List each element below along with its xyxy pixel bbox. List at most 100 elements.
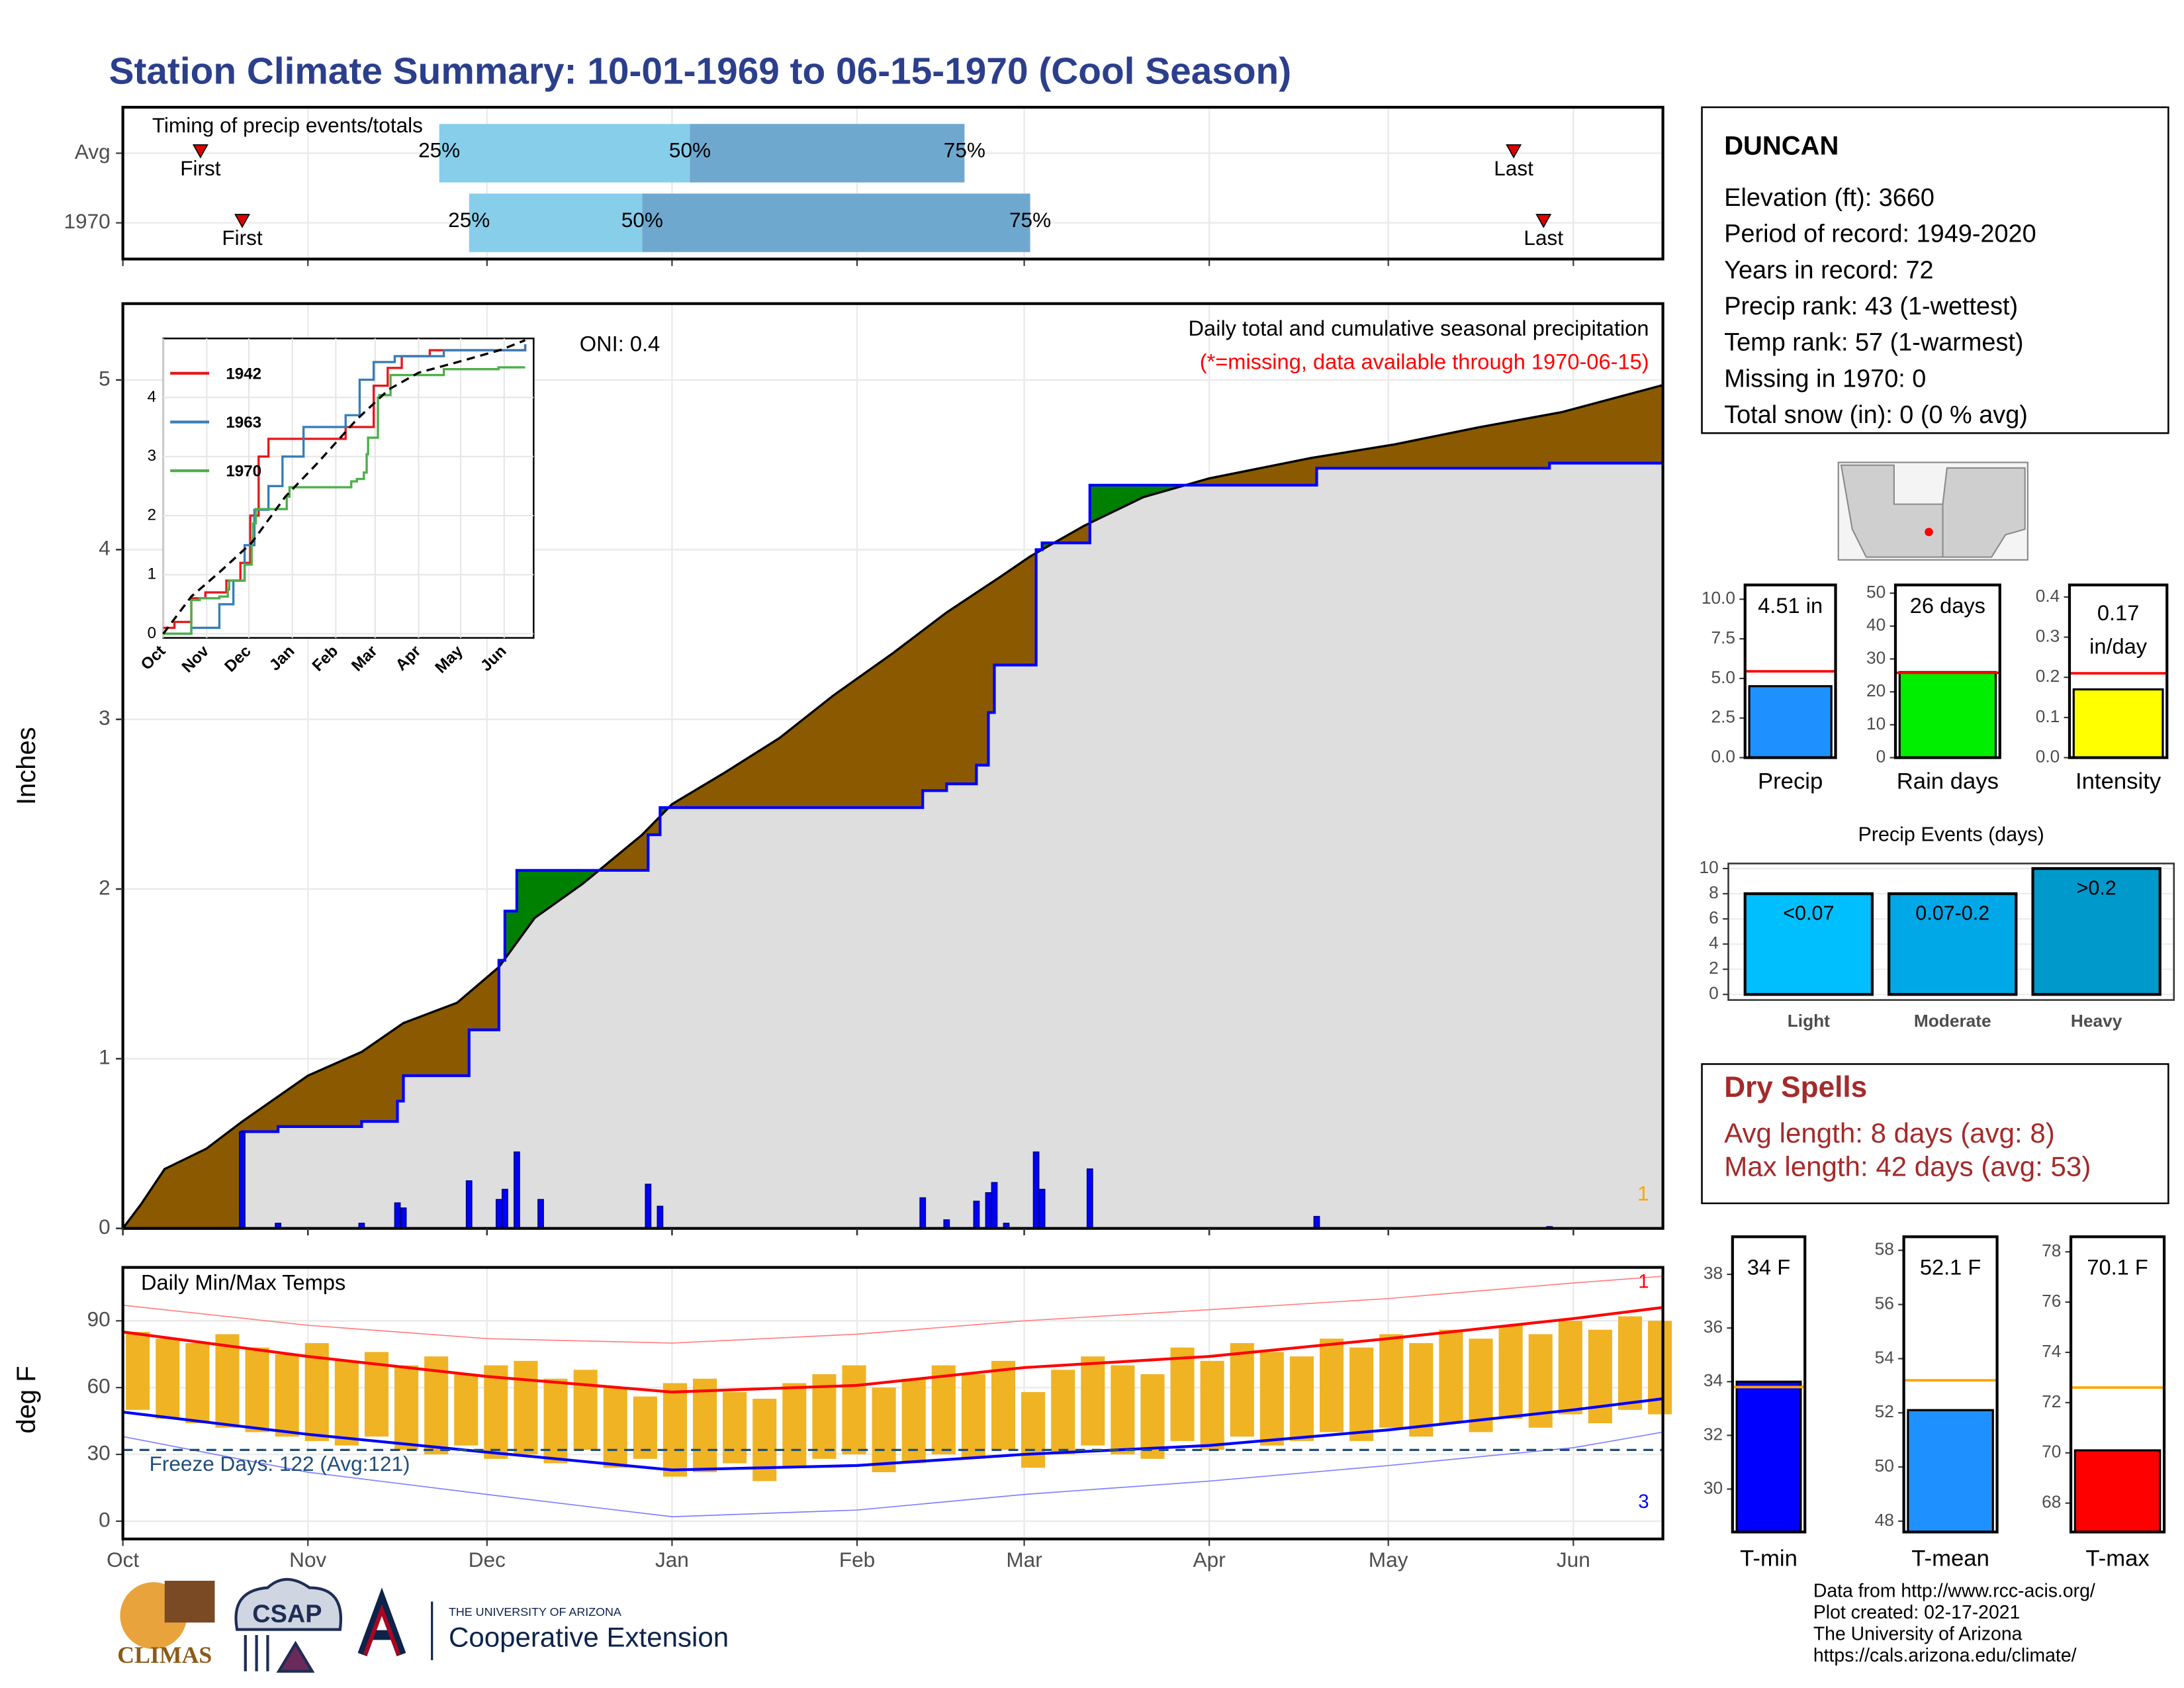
- temp-range-bar: [245, 1347, 269, 1432]
- mini-frame: [2069, 1235, 2166, 1534]
- credit-line: Plot created: 02-17-2021: [1813, 1602, 2021, 1623]
- temp-range-bar: [126, 1332, 150, 1410]
- daily-bar: [991, 1182, 998, 1229]
- daily-bar: [400, 1207, 407, 1229]
- avg-min-line: [122, 1397, 1663, 1472]
- timeline-title: Timing of precip events/totals: [152, 113, 423, 137]
- oni-label: ONI: 0.4: [580, 331, 660, 355]
- x-tick-label: Oct: [107, 1548, 139, 1571]
- y-tick-label: 36: [1704, 1317, 1723, 1336]
- temp-range-bar: [1558, 1321, 1582, 1415]
- csap-cloud: [234, 1577, 342, 1631]
- timing-early: [439, 124, 690, 183]
- y-tick-label: 50: [1875, 1456, 1894, 1476]
- daily-bar: [1313, 1215, 1320, 1229]
- temp-range-bar: [872, 1387, 896, 1472]
- y-tick-label: 0.3: [2036, 626, 2060, 645]
- y-axis-label: deg F: [12, 1366, 41, 1433]
- timing-late: [690, 124, 965, 183]
- info-line: Temp rank: 57 (1-warmest): [1724, 329, 2023, 357]
- temp-range-bar: [156, 1338, 180, 1419]
- info-line: Precip rank: 43 (1-wettest): [1724, 293, 2018, 320]
- temp-range-bar: [454, 1374, 478, 1446]
- daily-bar: [657, 1205, 664, 1229]
- temp-range-bar: [1617, 1316, 1643, 1410]
- threshold-label: >0.2: [2077, 877, 2116, 900]
- y-tick-label: 10: [1866, 714, 1886, 733]
- inset-y-tick-label: 3: [148, 447, 156, 465]
- daily-bar: [1038, 1188, 1046, 1229]
- category-label: T-max: [2085, 1546, 2149, 1571]
- dry-spell-line: Max length: 42 days (avg: 53): [1724, 1150, 2091, 1182]
- temp-range-bar: [991, 1360, 1016, 1450]
- x-tick-label: Dec: [469, 1548, 506, 1571]
- y-tick-label: 2: [1709, 958, 1719, 978]
- dry-spells-box: [1701, 1063, 2169, 1205]
- value-label: 52.1 F: [1920, 1254, 1981, 1279]
- timing-early: [469, 193, 643, 252]
- temp-range-bar: [1289, 1356, 1314, 1441]
- info-line: Missing in 1970: 0: [1724, 365, 1926, 393]
- map-states: [1840, 464, 2026, 558]
- chart-title: Daily total and cumulative seasonal prec…: [1189, 316, 1649, 340]
- percent-label: 50%: [669, 138, 711, 162]
- timing-late: [642, 193, 1030, 252]
- x-tick-label: Moderate: [1914, 1011, 1991, 1031]
- category-label: T-mean: [1911, 1546, 1989, 1571]
- temp-range-bar: [812, 1374, 837, 1459]
- daily-bar: [239, 1131, 246, 1229]
- temp-range-bar: [1230, 1342, 1254, 1437]
- credit-line: Data from http://www.rcc-acis.org/: [1813, 1580, 2095, 1601]
- y-tick-label: 58: [1875, 1239, 1894, 1259]
- y-tick-label: 1: [99, 1045, 111, 1069]
- inset-y-tick-label: 2: [148, 506, 156, 524]
- daily-bar: [645, 1184, 652, 1229]
- percent-label: 75%: [1009, 208, 1051, 232]
- temp-range-bar: [1379, 1334, 1404, 1428]
- temp-range-bar: [603, 1387, 627, 1468]
- locator-map: [1837, 461, 2028, 561]
- info-line: Elevation (ft): 3660: [1724, 184, 1934, 212]
- bar: [2073, 1449, 2161, 1533]
- bar: [1888, 892, 2018, 996]
- y-tick-label: 7.5: [1711, 628, 1735, 647]
- y-tick-label: 6: [1709, 908, 1719, 927]
- marker-label: First: [222, 226, 263, 250]
- y-tick-label: 2.5: [1711, 707, 1735, 727]
- category-label: T-min: [1740, 1546, 1797, 1571]
- temp-range-bar: [185, 1342, 210, 1424]
- y-tick-label: 38: [1704, 1263, 1723, 1283]
- chart-title: Precip Events (days): [1858, 823, 2044, 845]
- chart-subtitle: (*=missing, data available through 1970-…: [1200, 350, 1649, 374]
- page-title: Station Climate Summary: 10-01-1969 to 0…: [109, 51, 1292, 93]
- value-label: 70.1 F: [2087, 1254, 2148, 1279]
- inset-y-tick-label: 1: [148, 565, 156, 583]
- marker-label: Last: [1494, 156, 1533, 180]
- annotation: 3: [1638, 1491, 1649, 1513]
- percent-label: 75%: [944, 138, 985, 162]
- events-frame: [1727, 863, 2175, 1001]
- temp-range-bar: [394, 1365, 419, 1450]
- y-tick-label: 30: [1866, 647, 1886, 667]
- climas-logo-shape: [164, 1580, 215, 1623]
- ua-text: THE UNIVERSITY OF ARIZONA: [449, 1605, 621, 1618]
- temp-range-bar: [1021, 1391, 1046, 1468]
- daily-bar: [495, 1199, 502, 1229]
- y-tick-label: 0: [1709, 983, 1719, 1003]
- timeline-frame: [121, 105, 1664, 261]
- y-tick-label: 4: [1709, 933, 1719, 953]
- timing-marker: [1506, 144, 1522, 159]
- row-label: Avg: [75, 140, 111, 164]
- y-tick-label: 0: [1876, 746, 1886, 766]
- corner-label: 1: [1637, 1182, 1649, 1205]
- temp-range-bar: [1200, 1360, 1224, 1450]
- temp-range-bar: [1409, 1342, 1433, 1437]
- y-tick-label: 52: [1875, 1401, 1894, 1421]
- temp-range-bar: [662, 1383, 687, 1477]
- csap-graphic: [244, 1635, 315, 1673]
- daily-bar: [919, 1197, 927, 1229]
- y-tick-label: 48: [1875, 1510, 1894, 1530]
- x-tick-label: Jan: [655, 1548, 689, 1571]
- marker-label: First: [180, 156, 221, 180]
- y-tick-label: 0.0: [2036, 746, 2060, 766]
